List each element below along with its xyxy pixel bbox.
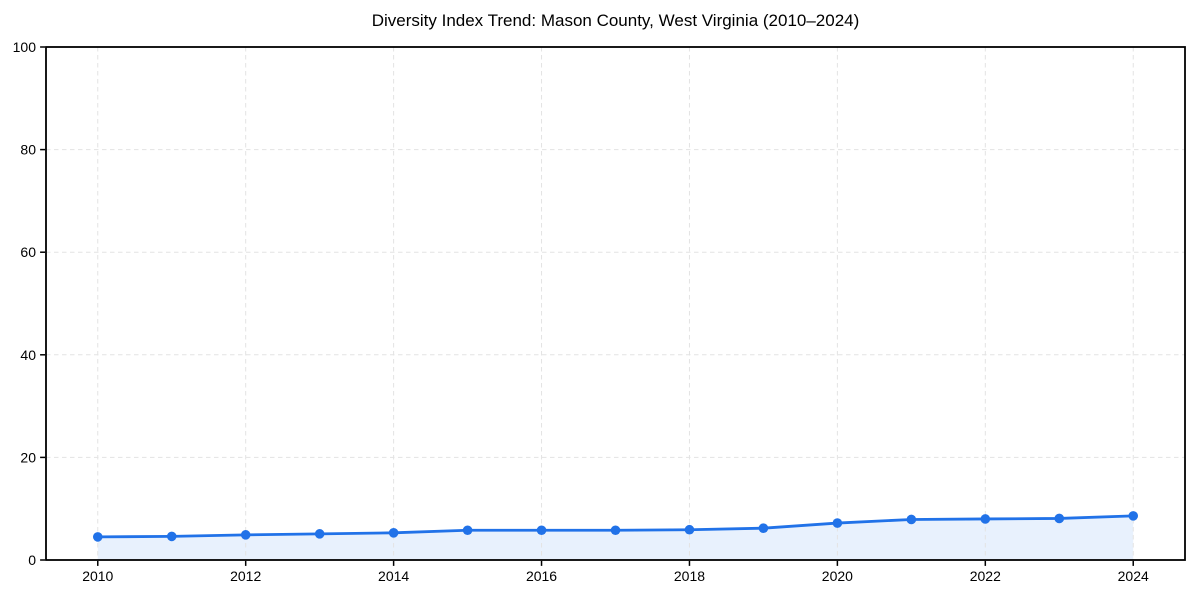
- y-tick-label: 80: [20, 142, 36, 158]
- data-point: [1128, 511, 1139, 521]
- y-tick-label: 100: [13, 39, 37, 55]
- data-point: [92, 532, 103, 542]
- plot-frame: [45, 46, 1186, 561]
- data-point: [906, 514, 917, 525]
- data-points: [92, 511, 1139, 542]
- data-point: [462, 525, 473, 536]
- x-tick-label: 2012: [230, 568, 261, 584]
- y-tick-label: 20: [20, 449, 36, 465]
- x-tick-label: 2018: [674, 568, 705, 584]
- y-tick-label: 40: [20, 347, 36, 363]
- gridlines: [46, 47, 1185, 560]
- data-point: [980, 514, 991, 524]
- x-tick-label: 2024: [1118, 568, 1149, 584]
- chart-title: Diversity Index Trend: Mason County, Wes…: [371, 11, 860, 30]
- data-point: [240, 530, 251, 540]
- x-tick-label: 2016: [526, 568, 557, 584]
- x-tick-label: 2014: [378, 568, 409, 584]
- y-tick-label: 0: [28, 552, 36, 568]
- x-tick-label: 2010: [82, 568, 113, 584]
- tick-marks: [40, 46, 1134, 566]
- data-point: [610, 525, 621, 536]
- data-point: [684, 524, 695, 535]
- data-point: [832, 518, 843, 528]
- tick-labels: 2010 2012 2014 2016 2018 2020 2022 2024 0 20 40 60 8…: [13, 39, 1149, 584]
- area-fill: [97, 515, 1134, 560]
- data-point: [1054, 513, 1065, 524]
- x-tick-label: 2022: [970, 568, 1001, 584]
- data-point: [314, 529, 325, 539]
- data-point: [166, 531, 177, 542]
- data-point: [758, 523, 769, 533]
- data-point: [388, 528, 399, 538]
- x-tick-label: 2020: [822, 568, 853, 584]
- y-tick-label: 60: [20, 244, 36, 260]
- data-point: [536, 525, 547, 536]
